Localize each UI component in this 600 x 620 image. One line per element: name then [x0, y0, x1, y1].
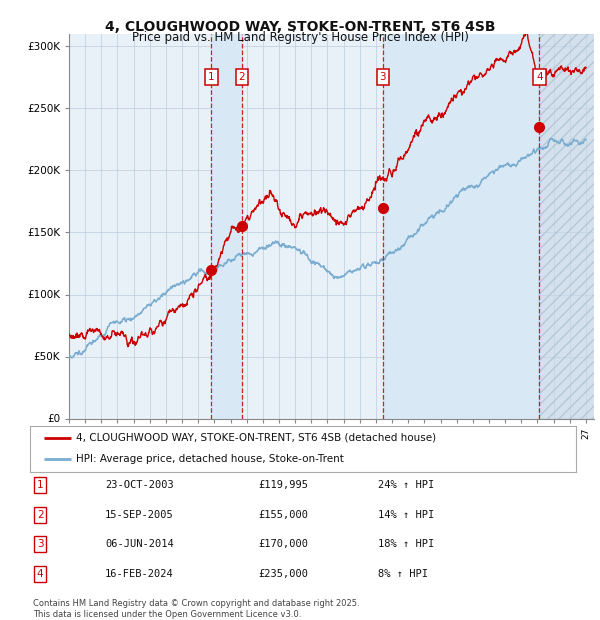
Text: HPI: Average price, detached house, Stoke-on-Trent: HPI: Average price, detached house, Stok… — [76, 454, 344, 464]
Text: 24% ↑ HPI: 24% ↑ HPI — [378, 480, 434, 490]
Text: 8% ↑ HPI: 8% ↑ HPI — [378, 569, 428, 579]
Bar — [539, 34, 600, 418]
Text: 23-OCT-2003: 23-OCT-2003 — [105, 480, 174, 490]
Text: 1: 1 — [208, 72, 215, 82]
Text: 14% ↑ HPI: 14% ↑ HPI — [378, 510, 434, 520]
Text: 15-SEP-2005: 15-SEP-2005 — [105, 510, 174, 520]
Text: £235,000: £235,000 — [258, 569, 308, 579]
Text: 06-JUN-2014: 06-JUN-2014 — [105, 539, 174, 549]
Text: 2: 2 — [37, 510, 44, 520]
Text: 3: 3 — [37, 539, 44, 549]
Text: 1: 1 — [37, 480, 44, 490]
Text: Contains HM Land Registry data © Crown copyright and database right 2025.
This d: Contains HM Land Registry data © Crown c… — [33, 599, 359, 619]
Text: 18% ↑ HPI: 18% ↑ HPI — [378, 539, 434, 549]
Text: £155,000: £155,000 — [258, 510, 308, 520]
Text: 16-FEB-2024: 16-FEB-2024 — [105, 569, 174, 579]
Text: 4, CLOUGHWOOD WAY, STOKE-ON-TRENT, ST6 4SB: 4, CLOUGHWOOD WAY, STOKE-ON-TRENT, ST6 4… — [105, 20, 495, 34]
Text: Price paid vs. HM Land Registry's House Price Index (HPI): Price paid vs. HM Land Registry's House … — [131, 31, 469, 44]
Text: 4, CLOUGHWOOD WAY, STOKE-ON-TRENT, ST6 4SB (detached house): 4, CLOUGHWOOD WAY, STOKE-ON-TRENT, ST6 4… — [76, 433, 437, 443]
Bar — [383, 34, 539, 418]
Text: £170,000: £170,000 — [258, 539, 308, 549]
Text: 4: 4 — [536, 72, 543, 82]
Text: 4: 4 — [37, 569, 44, 579]
Text: 2: 2 — [239, 72, 245, 82]
Text: 3: 3 — [380, 72, 386, 82]
Bar — [211, 34, 242, 418]
Text: £119,995: £119,995 — [258, 480, 308, 490]
